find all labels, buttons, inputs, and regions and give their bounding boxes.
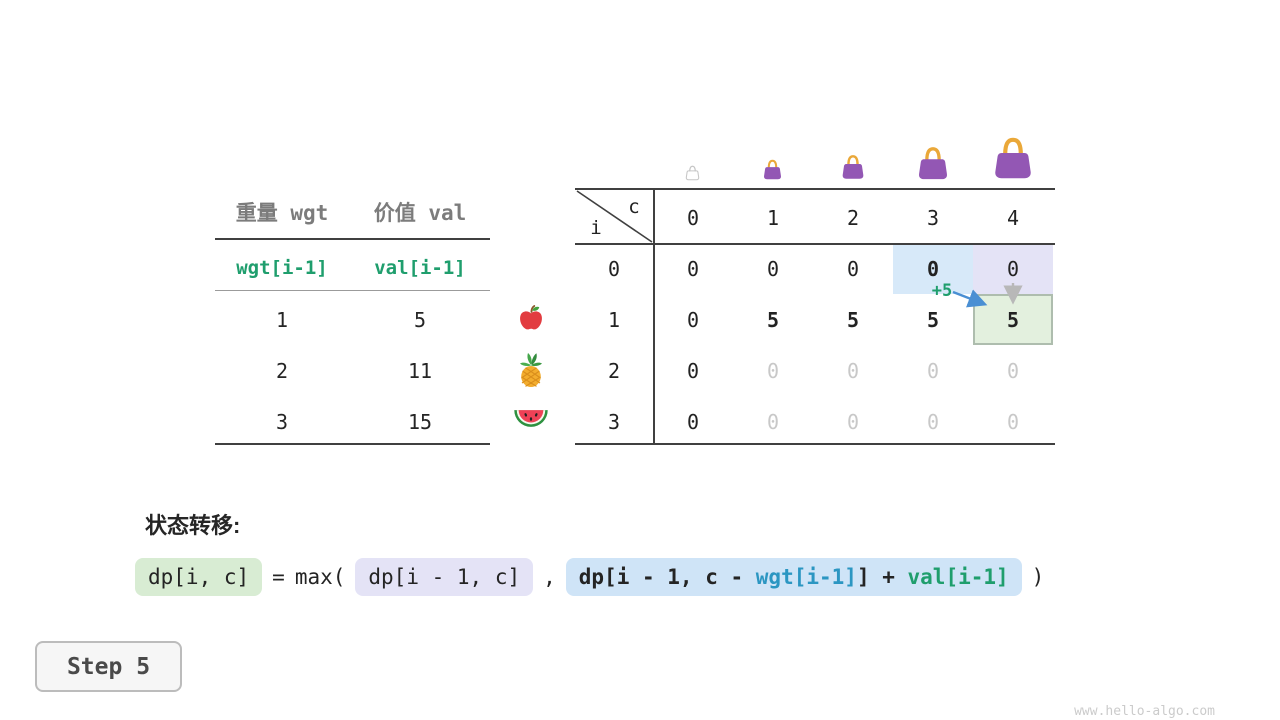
watermelon-icon: [514, 410, 548, 427]
dp-cell-1-2: 5: [846, 308, 860, 332]
equals-sign: =: [272, 565, 285, 589]
comma: ,: [543, 565, 556, 589]
dp-table-rule-top: [575, 188, 1055, 190]
item-1-weight: 1: [275, 308, 289, 332]
dp-col-header-4: 4: [1006, 206, 1020, 230]
bag-icon: [995, 137, 1031, 179]
watermark: www.hello-algo.com: [1074, 704, 1215, 719]
dp-cell-3-1: 0: [766, 410, 780, 434]
dp-corner-col-label: c: [628, 196, 640, 218]
dp-source-cell-highlight-blue: [893, 245, 973, 294]
dp-corner-row-label: i: [590, 217, 602, 239]
dp-take-term: dp[i - 1, c - wgt[i-1]] + val[i-1]: [565, 558, 1022, 596]
dp-cell-1-0: 0: [686, 308, 700, 332]
dp-cell-3-3: 0: [926, 410, 940, 434]
items-table-wgt-index: wgt[i-1]: [236, 257, 328, 279]
dp-cell-1-1: 5: [766, 308, 780, 332]
dp-cell-2-2: 0: [846, 359, 860, 383]
item-2-weight: 2: [275, 359, 289, 383]
take-term-val: val[i-1]: [907, 565, 1009, 589]
dp-col-header-0: 0: [686, 206, 700, 230]
plus-value-annotation: +5: [931, 281, 953, 301]
dp-table-rule-vertical: [653, 188, 655, 445]
items-table-rule-bottom: [215, 443, 490, 445]
dp-cell-2-1: 0: [766, 359, 780, 383]
dp-skip-term: dp[i - 1, c]: [355, 558, 534, 596]
bag-icon: [842, 155, 864, 179]
take-term-wgt: wgt[i-1]: [755, 565, 857, 589]
dp-cell-0-1: 0: [766, 257, 780, 281]
max-open: max(: [294, 565, 346, 589]
items-table-value-header: 价值 val: [373, 201, 467, 225]
dp-cell-0-3: 0: [926, 257, 940, 281]
items-table-weight-header: 重量 wgt: [235, 201, 329, 225]
bag-icon: [919, 147, 947, 180]
items-table-rule-top: [215, 238, 490, 240]
close-paren: ): [1031, 565, 1045, 589]
state-transition-label: 状态转移:: [145, 513, 241, 538]
dp-row-label-3: 3: [607, 410, 621, 434]
dp-cell-3-0: 0: [686, 410, 700, 434]
dp-cell-1-4: 5: [1006, 308, 1020, 332]
dp-row-label-0: 0: [607, 257, 621, 281]
dp-cell-1-3: 5: [926, 308, 940, 332]
dp-cell-0-2: 0: [846, 257, 860, 281]
dp-row-label-2: 2: [607, 359, 621, 383]
items-table-rule-mid: [215, 290, 490, 291]
item-2-value: 11: [407, 359, 433, 383]
dp-current-term: dp[i, c]: [135, 558, 263, 596]
bag-ghost-icon: [685, 165, 700, 181]
pineapple-icon: [520, 353, 542, 387]
dp-cell-3-2: 0: [846, 410, 860, 434]
dp-col-header-1: 1: [766, 206, 780, 230]
item-1-value: 5: [413, 308, 427, 332]
apple-icon: [520, 305, 542, 330]
item-3-value: 15: [407, 410, 433, 434]
take-term-mid: ] +: [856, 565, 908, 589]
state-transition-formula: dp[i, c] = max( dp[i - 1, c] , dp[i - 1,…: [135, 558, 1044, 596]
dp-col-header-3: 3: [926, 206, 940, 230]
bag-icon: [764, 159, 781, 180]
dp-cell-2-0: 0: [686, 359, 700, 383]
item-3-weight: 3: [275, 410, 289, 434]
dp-row-label-1: 1: [607, 308, 621, 332]
dp-col-header-2: 2: [846, 206, 860, 230]
dp-table-rule-header: [575, 243, 1055, 245]
take-term-prefix: dp[i - 1, c -: [578, 565, 756, 589]
dp-cell-2-3: 0: [926, 359, 940, 383]
step-badge: Step 5: [35, 641, 182, 692]
dp-cell-3-4: 0: [1006, 410, 1020, 434]
dp-cell-0-4: 0: [1006, 257, 1020, 281]
dp-cell-2-4: 0: [1006, 359, 1020, 383]
dp-cell-0-0: 0: [686, 257, 700, 281]
items-table-val-index: val[i-1]: [374, 257, 466, 279]
dp-table-rule-bottom: [575, 443, 1055, 445]
